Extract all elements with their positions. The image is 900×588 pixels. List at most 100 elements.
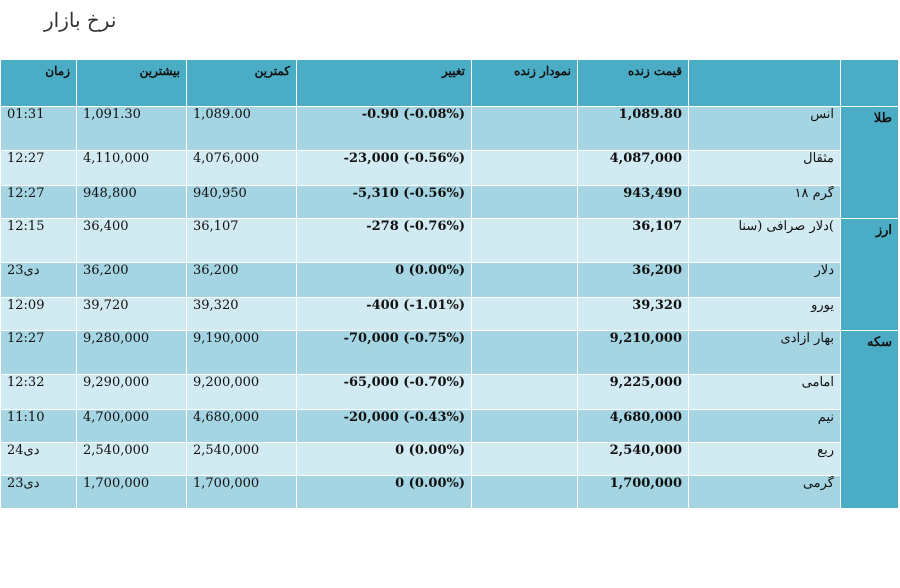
time-cell: 24دی [0,442,77,476]
item-name-cell: گرم ۱۸ [688,185,841,219]
item-name-cell: دلار صرافی (سنا( [688,218,841,263]
item-name-cell: مثقال [688,150,841,186]
header-low: کمترین [186,59,297,107]
low-cell: 2,540,000 [186,442,297,476]
live-price-cell: 9,210,000 [577,330,689,375]
change-cell: 0 (0.00%) [296,475,472,509]
high-cell: 9,280,000 [76,330,187,375]
header-time: زمان [0,59,77,107]
time-cell: 23دی [0,475,77,509]
live-price-cell: 2,540,000 [577,442,689,476]
header-live-price: قیمت زنده [577,59,689,107]
low-cell: 9,190,000 [186,330,297,375]
live-price-cell: 4,087,000 [577,150,689,186]
change-cell: 0 (0.00%) [296,442,472,476]
header-change: تغییر [296,59,472,107]
category-label: طلا [840,106,899,219]
low-cell: 36,200 [186,262,297,298]
time-cell: 11:10 [0,409,77,443]
table-row: 11:10 4,700,000 4,680,000 -20,000 (-0.43%) 4… [0,409,899,443]
header-category [840,59,899,107]
high-cell: 1,700,000 [76,475,187,509]
page-title: نرخ بازار [44,8,117,32]
change-cell: -20,000 (-0.43%) [296,409,472,443]
table-row: 23دی 36,200 36,200 0 (0.00%) 36,200 دلار [0,262,899,298]
change-cell: 0 (0.00%) [296,262,472,298]
low-cell: 39,320 [186,297,297,331]
change-cell: -278 (-0.76%) [296,218,472,263]
live-chart-cell [471,150,578,186]
live-chart-cell [471,330,578,375]
item-name-cell: گرمی [688,475,841,509]
live-chart-cell [471,409,578,443]
time-cell: 12:27 [0,185,77,219]
change-cell: -0.90 (-0.08%) [296,106,472,151]
table-row: 24دی 2,540,000 2,540,000 0 (0.00%) 2,540,000… [0,442,899,476]
table-row: 12:09 39,720 39,320 -400 (-1.01%) 39,320 یورو [0,297,899,331]
live-chart-cell [471,262,578,298]
time-cell: 01:31 [0,106,77,151]
change-cell: -70,000 (-0.75%) [296,330,472,375]
high-cell: 36,400 [76,218,187,263]
item-name-cell: بهار آزادی [688,330,841,375]
live-price-cell: 1,700,000 [577,475,689,509]
time-cell: 12:27 [0,330,77,375]
live-price-cell: 36,107 [577,218,689,263]
high-cell: 36,200 [76,262,187,298]
live-chart-cell [471,106,578,151]
live-price-cell: 1,089.80 [577,106,689,151]
low-cell: 940,950 [186,185,297,219]
header-live-chart: نمودار زنده [471,59,578,107]
low-cell: 4,076,000 [186,150,297,186]
table-row: 23دی 1,700,000 1,700,000 0 (0.00%) 1,700,000… [0,475,899,509]
live-price-cell: 36,200 [577,262,689,298]
high-cell: 4,110,000 [76,150,187,186]
table-row: 12:27 4,110,000 4,076,000 -23,000 (-0.56%) 4… [0,150,899,186]
table-header-row: زمان بیشترین کمترین تغییر نمودار زنده قی… [0,59,899,107]
table-row: 12:15 36,400 36,107 -278 (-0.76%) 36,107 دلار… [0,218,899,331]
change-cell: -23,000 (-0.56%) [296,150,472,186]
time-cell: 12:27 [0,150,77,186]
live-chart-cell [471,218,578,263]
item-name-cell: دلار [688,262,841,298]
live-price-cell: 9,225,000 [577,374,689,410]
live-chart-cell [471,185,578,219]
live-price-cell: 4,680,000 [577,409,689,443]
high-cell: 4,700,000 [76,409,187,443]
header-high: بیشترین [76,59,187,107]
live-chart-cell [471,297,578,331]
time-cell: 12:32 [0,374,77,410]
header-name [688,59,841,107]
table-row: 12:32 9,290,000 9,200,000 -65,000 (-0.70%) 9… [0,374,899,410]
item-name-cell: ربع [688,442,841,476]
high-cell: 948,800 [76,185,187,219]
live-chart-cell [471,374,578,410]
change-cell: -65,000 (-0.70%) [296,374,472,410]
high-cell: 2,540,000 [76,442,187,476]
table-row: 01:31 1,091.30 1,089.00 -0.90 (-0.08%) 1,089… [0,106,899,219]
low-cell: 9,200,000 [186,374,297,410]
live-chart-cell [471,475,578,509]
table-row: 12:27 9,280,000 9,190,000 -70,000 (-0.75%) 9… [0,330,899,509]
market-rates-table: زمان بیشترین کمترین تغییر نمودار زنده قی… [0,59,899,509]
time-cell: 23دی [0,262,77,298]
change-cell: -5,310 (-0.56%) [296,185,472,219]
item-name-cell: انس [688,106,841,151]
item-name-cell: یورو [688,297,841,331]
category-label: سکه [840,330,899,509]
low-cell: 1,700,000 [186,475,297,509]
low-cell: 4,680,000 [186,409,297,443]
change-cell: -400 (-1.01%) [296,297,472,331]
high-cell: 39,720 [76,297,187,331]
category-label: ارز [840,218,899,331]
item-name-cell: امامی [688,374,841,410]
live-price-cell: 943,490 [577,185,689,219]
live-chart-cell [471,442,578,476]
high-cell: 1,091.30 [76,106,187,151]
low-cell: 36,107 [186,218,297,263]
time-cell: 12:15 [0,218,77,263]
item-name-cell: نیم [688,409,841,443]
live-price-cell: 39,320 [577,297,689,331]
time-cell: 12:09 [0,297,77,331]
table-row: 12:27 948,800 940,950 -5,310 (-0.56%) 943,49… [0,185,899,219]
